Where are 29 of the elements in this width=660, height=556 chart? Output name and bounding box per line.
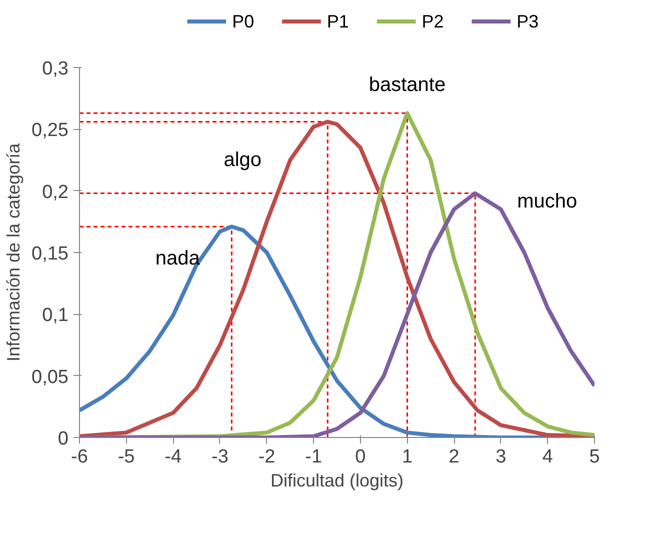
x-axis-title: Dificultad (logits) bbox=[270, 470, 404, 490]
x-tick-label: -4 bbox=[164, 446, 182, 468]
x-tick-label: 2 bbox=[448, 446, 460, 468]
x-tick-label: 3 bbox=[496, 446, 506, 468]
annotation: algo bbox=[224, 148, 262, 171]
x-tick-label: -1 bbox=[305, 446, 322, 468]
y-tick-label: 0,25 bbox=[32, 120, 69, 142]
x-tick-label: 4 bbox=[542, 446, 554, 468]
x-tick-label: -3 bbox=[212, 446, 228, 468]
y-axis-title: Información de la categoría bbox=[4, 142, 24, 362]
y-tick-label: 0,2 bbox=[42, 182, 69, 203]
legend-label: P3 bbox=[516, 12, 539, 32]
y-tick-label: 0,3 bbox=[42, 58, 69, 80]
y-tick-label: 0,1 bbox=[42, 305, 69, 326]
annotation: bastante bbox=[368, 74, 446, 96]
x-tick-label: -2 bbox=[258, 446, 276, 468]
legend-label: P2 bbox=[422, 12, 444, 32]
x-tick-label: 1 bbox=[402, 446, 413, 468]
legend-label: P0 bbox=[232, 12, 254, 32]
x-tick-label: -6 bbox=[71, 446, 88, 468]
x-tick-label: -5 bbox=[118, 446, 135, 468]
y-tick-label: 0 bbox=[58, 428, 69, 450]
legend-label: P1 bbox=[326, 12, 349, 32]
annotation: nada bbox=[155, 248, 201, 270]
y-tick-label: 0,15 bbox=[32, 244, 69, 264]
x-tick-label: 5 bbox=[589, 446, 600, 468]
annotation: mucho bbox=[517, 190, 578, 212]
y-tick-label: 0,05 bbox=[32, 366, 69, 388]
x-tick-label: 0 bbox=[355, 446, 366, 468]
